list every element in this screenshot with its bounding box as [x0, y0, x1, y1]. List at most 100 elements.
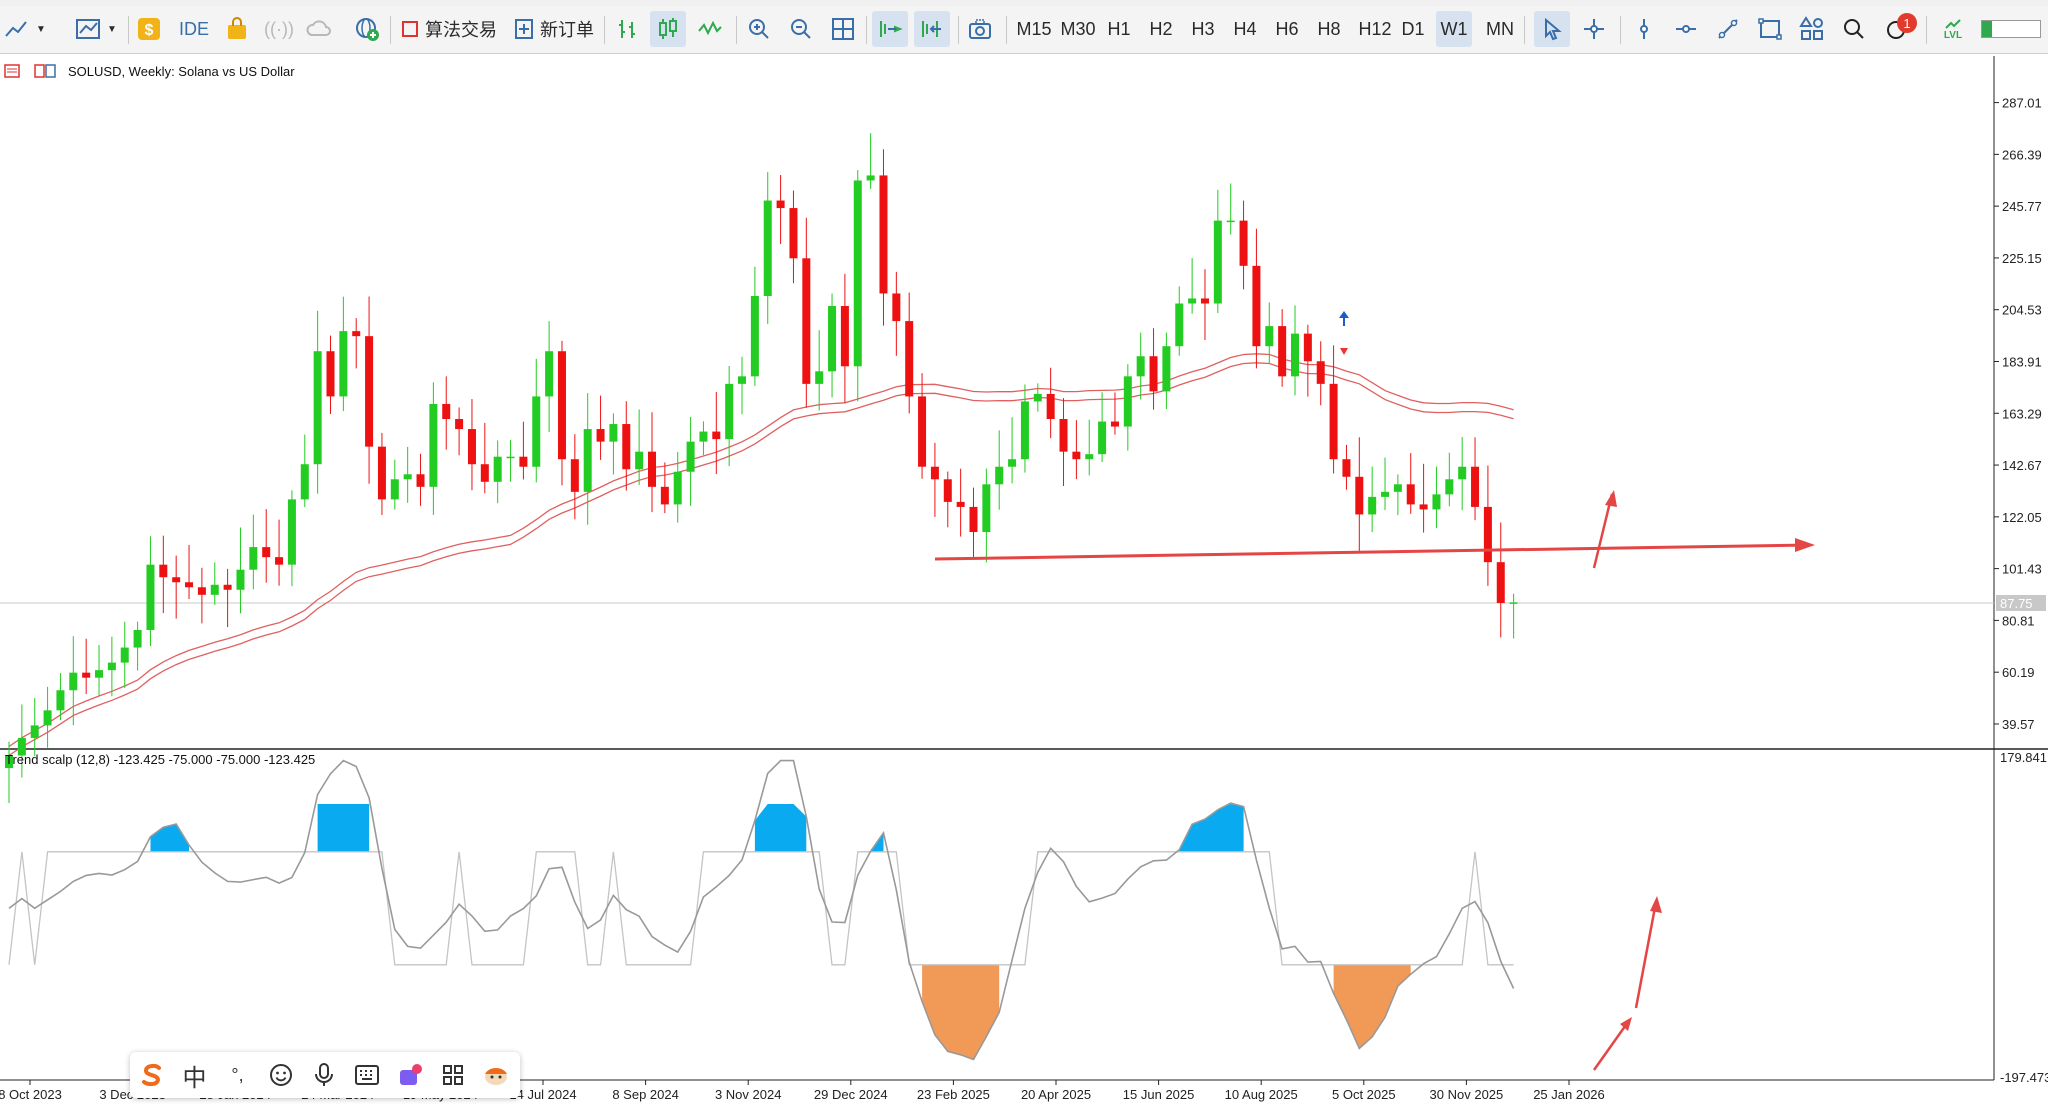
bull-candle [288, 499, 296, 564]
skin-icon[interactable] [388, 1052, 431, 1098]
date-axis-label: 8 Sep 2024 [612, 1087, 679, 1102]
candlestick-icon[interactable] [650, 11, 686, 47]
bear-candle [378, 447, 386, 500]
emoji-icon[interactable] [259, 1052, 302, 1098]
rectangle-icon[interactable] [1752, 11, 1788, 47]
bull-candle [1008, 459, 1016, 467]
lvl-label: LVL [1944, 31, 1962, 41]
microphone-icon[interactable] [302, 1052, 345, 1098]
vertical-line-icon[interactable] [1626, 11, 1662, 47]
line-chart-icon[interactable]: ▼ [4, 11, 46, 47]
apps-grid-icon[interactable] [431, 1052, 474, 1098]
new-order-icon [514, 18, 534, 40]
bull-candle [751, 296, 759, 376]
current-price-label: 87.75 [2000, 596, 2033, 611]
line-wave-icon[interactable] [692, 11, 728, 47]
bear-candle [481, 464, 489, 482]
svg-text:$: $ [145, 22, 154, 39]
oscillator-positive-fill [755, 804, 806, 852]
timeframe-w1[interactable]: W1 [1436, 11, 1472, 47]
chart-symbol-title: SOLUSD, Weekly: Solana vs US Dollar [68, 64, 295, 79]
zoom-out-icon[interactable] [784, 11, 818, 47]
screenshot-icon[interactable] [962, 11, 998, 47]
bull-candle [339, 331, 347, 396]
chart-title-bar: SOLUSD, Weekly: Solana vs US Dollar [4, 62, 295, 80]
bull-candle [1291, 334, 1299, 377]
punctuation-button[interactable]: °, [216, 1052, 259, 1098]
chart-shift-icon[interactable] [914, 11, 950, 47]
shapes-icon[interactable] [1794, 11, 1830, 47]
globe-add-icon[interactable] [350, 11, 384, 47]
timeframe-h8[interactable]: H8 [1312, 11, 1346, 47]
bull-candle [828, 306, 836, 371]
date-axis-label: 15 Jun 2025 [1123, 1087, 1195, 1102]
stop-square-icon [401, 20, 419, 38]
chart-list-icon [4, 64, 20, 78]
date-axis-label: 29 Dec 2024 [814, 1087, 888, 1102]
bull-candle [1034, 394, 1042, 402]
bear-candle [931, 467, 939, 480]
keyboard-icon[interactable] [345, 1052, 388, 1098]
chinese-mode-button[interactable]: 中 [173, 1052, 216, 1098]
level-meter[interactable] [1978, 11, 2044, 47]
market-bag-icon[interactable] [222, 11, 252, 47]
indicator-axis-label: -197.473 [2000, 1070, 2048, 1085]
bear-candle [1111, 422, 1119, 427]
algo-trading-button[interactable]: 算法交易 [398, 11, 500, 47]
chart-area[interactable]: 287.01 266.39 245.77 225.15 204.53 183.91 163.… [0, 56, 2048, 1104]
timeframe-m30[interactable]: M30 [1058, 11, 1098, 47]
indicators-icon[interactable]: ▼ [70, 11, 122, 47]
mascot-icon[interactable] [474, 1052, 517, 1098]
oscillator-positive-fill [151, 824, 190, 852]
bear-candle [558, 351, 566, 459]
support-line-arrowhead [1795, 538, 1815, 552]
signal-icon[interactable]: ((·)) [262, 11, 296, 47]
bear-candle [159, 565, 167, 578]
bull-candle [134, 630, 142, 648]
new-order-button[interactable]: 新订单 [510, 11, 598, 47]
support-line [935, 545, 1810, 559]
bear-candle [417, 474, 425, 487]
oscillator-negative-fill [922, 965, 999, 1060]
chart-svg[interactable]: 287.01 266.39 245.77 225.15 204.53 183.91 163.… [0, 56, 2048, 1104]
auto-scroll-icon[interactable] [872, 11, 908, 47]
timeframe-h2[interactable]: H2 [1144, 11, 1178, 47]
crosshair-icon[interactable] [1576, 11, 1612, 47]
trendline-icon[interactable] [1710, 11, 1746, 47]
bear-candle [879, 175, 887, 293]
notification-badge: 1 [1897, 13, 1917, 33]
bar-chart-icon[interactable] [610, 11, 644, 47]
bear-candle [1252, 266, 1260, 346]
sogou-logo-icon[interactable] [130, 1052, 173, 1098]
timeframe-m15[interactable]: M15 [1016, 11, 1052, 47]
cloud-icon[interactable] [302, 11, 336, 47]
timeframe-d1[interactable]: D1 [1396, 11, 1430, 47]
bull-candle [44, 710, 52, 725]
date-axis-label: 8 Oct 2023 [0, 1087, 62, 1102]
timeframe-mn[interactable]: MN [1480, 11, 1520, 47]
bull-candle [56, 690, 64, 710]
bull-candle [545, 351, 553, 396]
timeframe-h3[interactable]: H3 [1186, 11, 1220, 47]
timeframe-h12[interactable]: H12 [1356, 11, 1394, 47]
bear-candle [1330, 384, 1338, 459]
search-icon[interactable] [1836, 11, 1872, 47]
notifications-button[interactable]: 1 [1878, 11, 1918, 47]
timeframe-h1[interactable]: H1 [1102, 11, 1136, 47]
buy-signal-arrow [1339, 311, 1349, 318]
timeframe-h4[interactable]: H4 [1228, 11, 1262, 47]
zoom-in-icon[interactable] [742, 11, 776, 47]
dollar-icon[interactable]: $ [134, 11, 164, 47]
timeframe-h6[interactable]: H6 [1270, 11, 1304, 47]
bull-candle [725, 384, 733, 439]
ide-button[interactable]: IDE [172, 11, 216, 47]
bull-candle [1394, 484, 1402, 492]
horizontal-line-icon[interactable] [1668, 11, 1704, 47]
bear-candle [789, 208, 797, 258]
grid-icon[interactable] [826, 11, 860, 47]
cursor-icon[interactable] [1534, 11, 1570, 47]
date-axis-label: 5 Oct 2025 [1332, 1087, 1396, 1102]
bear-candle [1072, 452, 1080, 460]
date-axis-label: 3 Nov 2024 [715, 1087, 782, 1102]
lvl-button[interactable]: LVL [1932, 11, 1974, 47]
